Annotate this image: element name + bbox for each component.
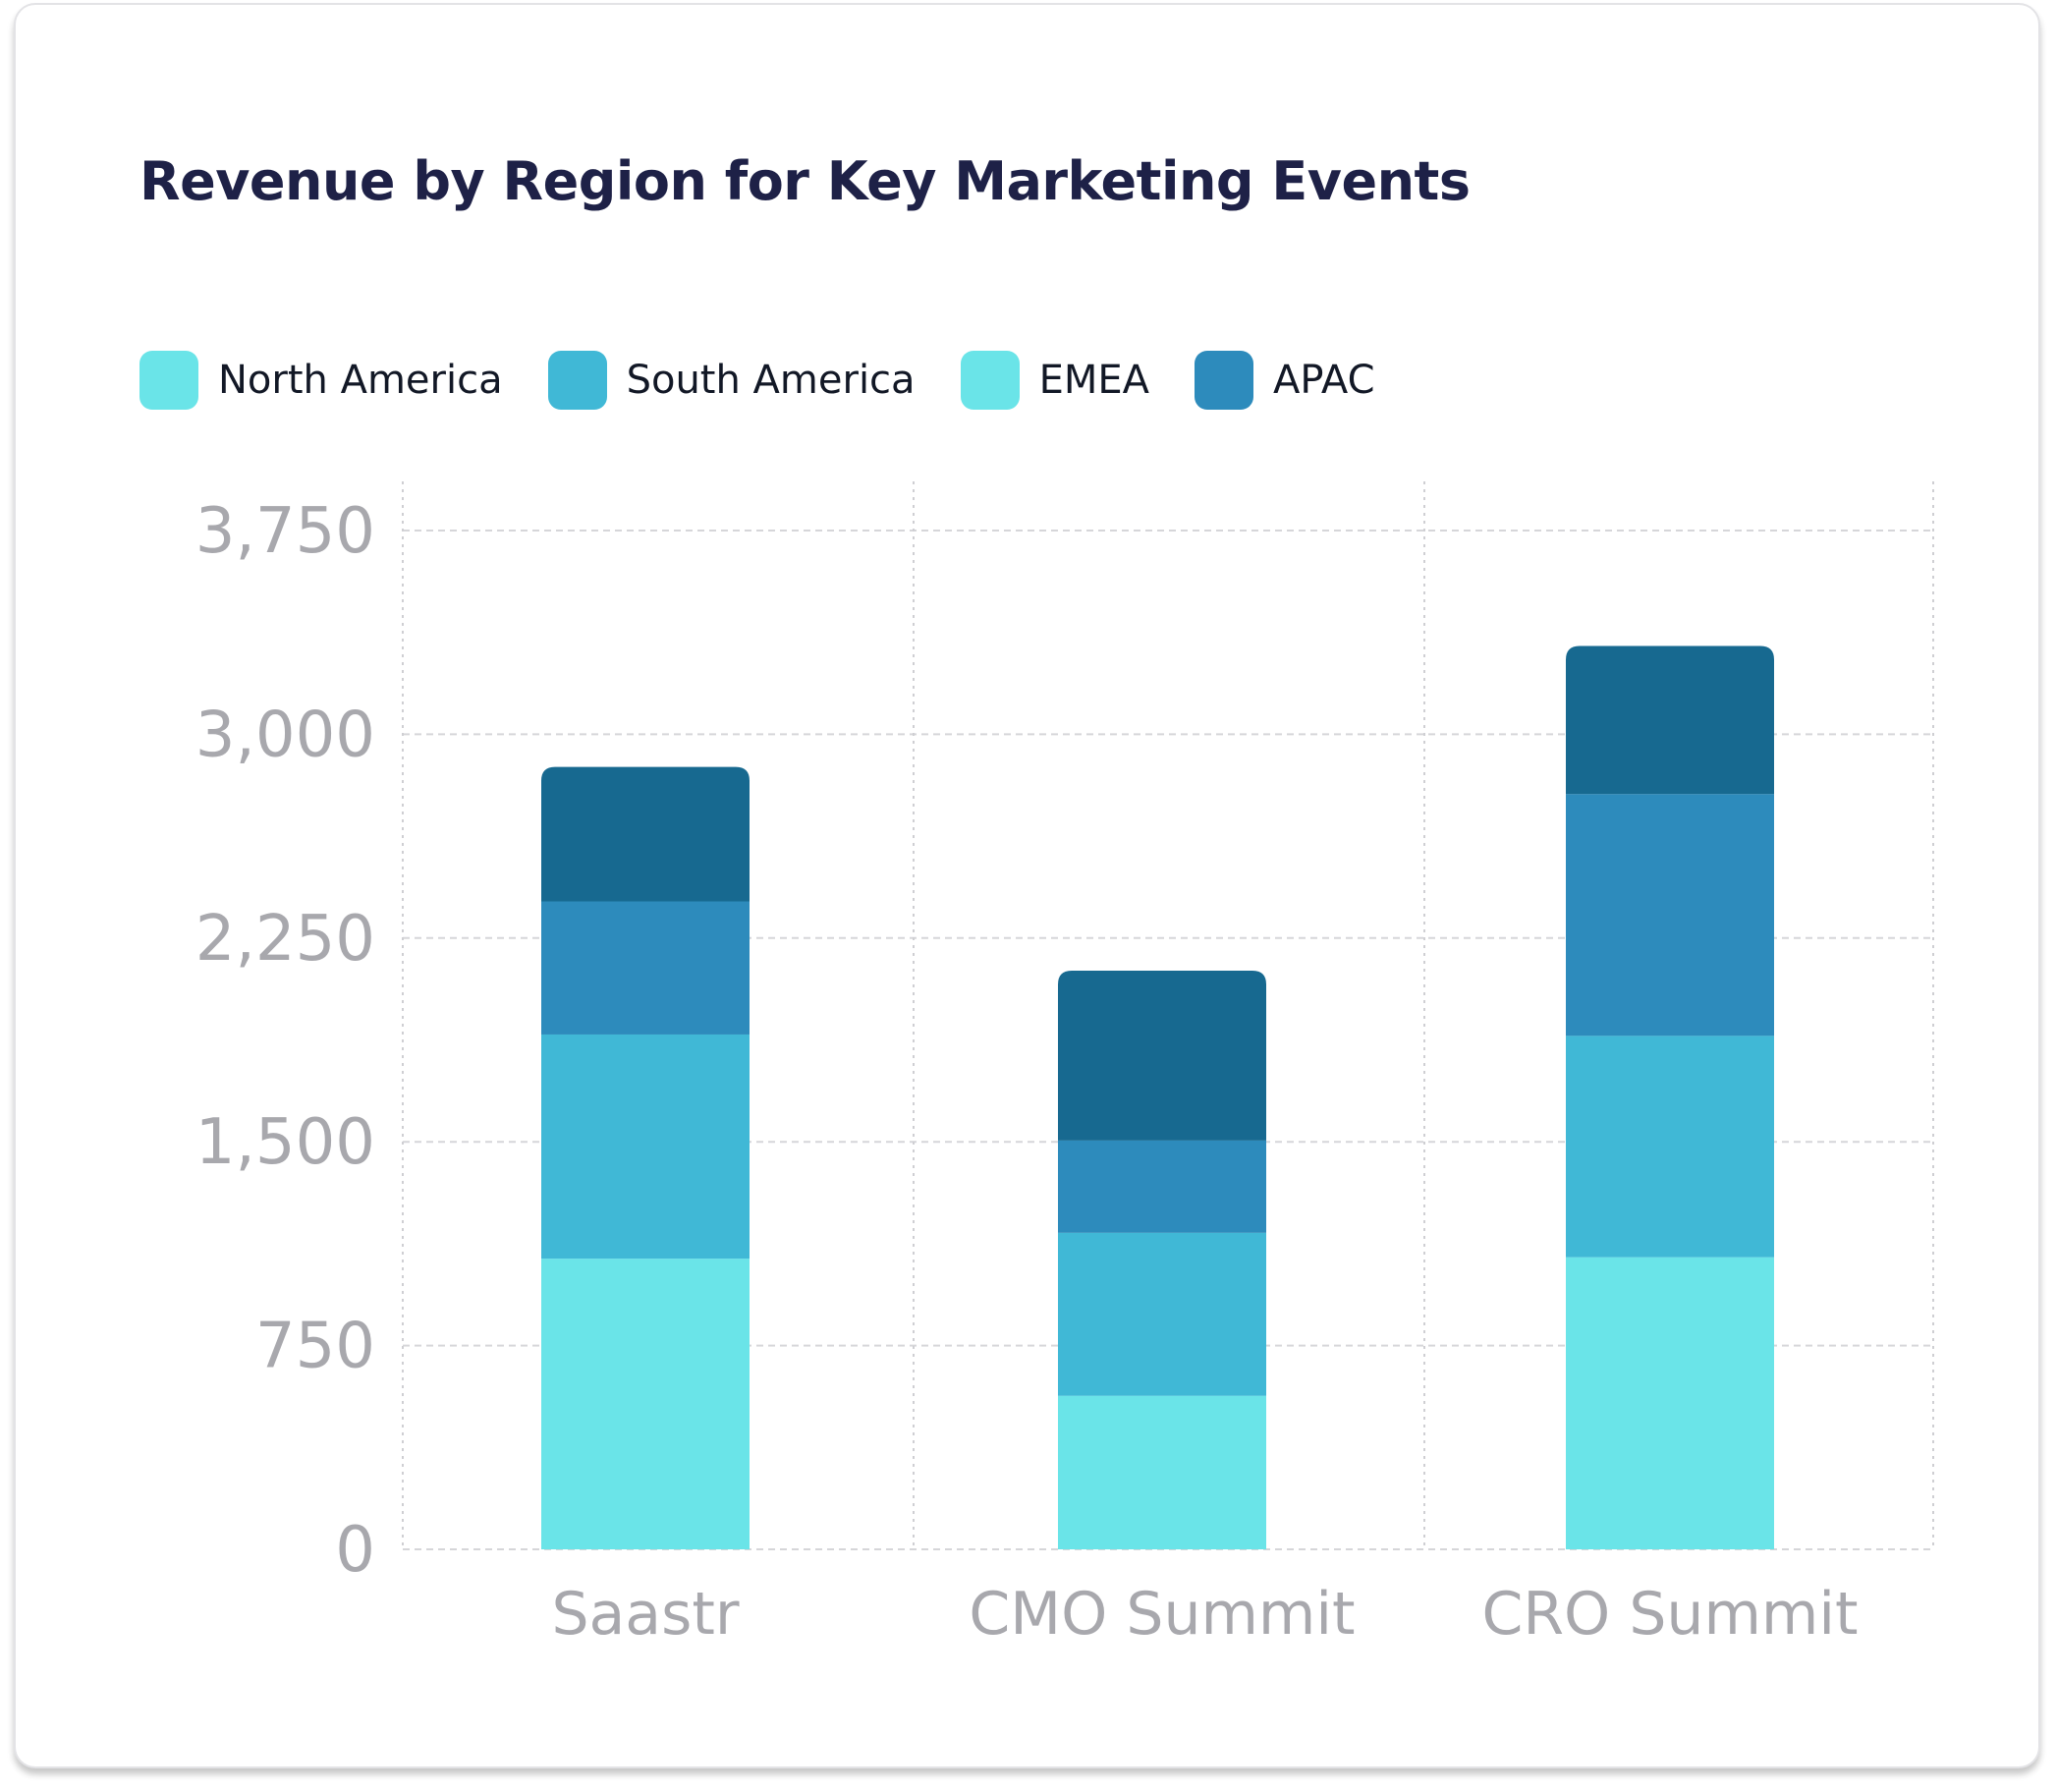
bar-segment — [1058, 1140, 1266, 1233]
chart-legend: North America South America EMEA APAC — [139, 351, 1420, 410]
legend-item: APAC — [1194, 351, 1375, 410]
bar-segment — [1058, 1395, 1266, 1549]
y-tick-label: 0 — [335, 1514, 375, 1587]
legend-swatch — [139, 351, 198, 410]
x-tick-label: Saastr — [551, 1580, 739, 1649]
chart-title: Revenue by Region for Key Marketing Even… — [139, 150, 1471, 212]
legend-label: EMEA — [1038, 358, 1149, 403]
legend-swatch — [960, 351, 1020, 410]
legend-label: APAC — [1272, 358, 1375, 403]
x-tick-label: CMO Summit — [969, 1580, 1355, 1649]
y-tick-label: 2,250 — [195, 903, 375, 976]
bar-segment — [541, 1034, 750, 1260]
legend-item: EMEA — [960, 351, 1149, 410]
bar-segment — [1566, 645, 1774, 795]
legend-label: South America — [626, 358, 916, 403]
legend-swatch — [547, 351, 607, 410]
bar-segment — [1566, 1257, 1774, 1549]
bar-segment — [541, 901, 750, 1035]
legend-label: North America — [218, 358, 503, 403]
legend-item: North America — [139, 351, 503, 410]
x-tick-label: CRO Summit — [1481, 1580, 1858, 1649]
bar-segment — [541, 1259, 750, 1549]
legend-item: South America — [547, 351, 916, 410]
y-tick-label: 3,750 — [195, 495, 375, 568]
bar-segment — [1566, 1036, 1774, 1258]
legend-swatch — [1194, 351, 1253, 410]
y-tick-label: 3,000 — [195, 699, 375, 771]
y-tick-label: 750 — [255, 1311, 375, 1383]
bar-segment — [1566, 794, 1774, 1036]
bar-segment — [541, 766, 750, 902]
bar-segment — [1058, 1232, 1266, 1396]
bar-segment — [1058, 970, 1266, 1141]
y-tick-label: 1,500 — [195, 1106, 375, 1179]
